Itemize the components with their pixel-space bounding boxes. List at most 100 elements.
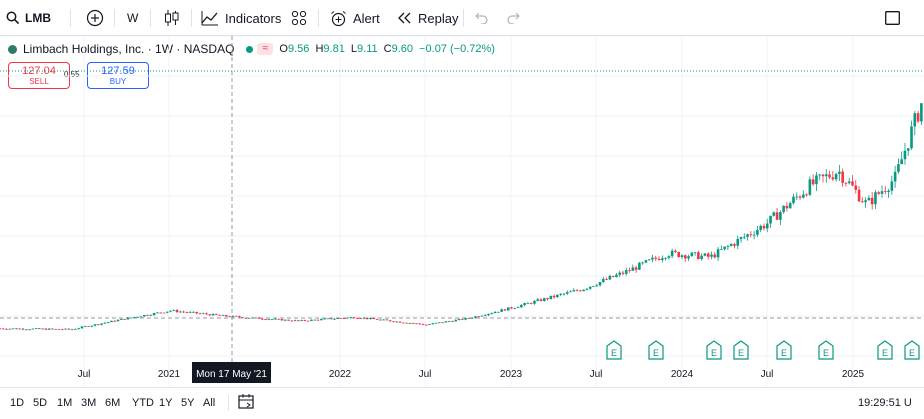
candle [464,317,467,321]
redo-button[interactable] [506,0,520,36]
range-button-1d[interactable]: 1D [10,397,25,409]
range-button-5d[interactable]: 5D [33,397,48,409]
candle [539,298,543,302]
candle [215,313,218,316]
candle [139,316,143,318]
candle [769,215,772,228]
replay-button[interactable]: Replay [397,0,458,36]
earnings-marker[interactable]: E [648,340,664,360]
earnings-marker[interactable]: E [877,340,893,360]
candle [54,328,58,330]
low-value: 9.11 [357,43,378,55]
candle [677,251,681,258]
candle [785,202,789,212]
candle [34,327,38,330]
candle [123,318,126,320]
candle [408,322,412,324]
candle [533,300,536,305]
x-axis-label: 2024 [671,369,694,380]
earnings-marker[interactable]: E [606,340,622,360]
candle [821,174,825,183]
candle [205,312,208,316]
x-axis-label: Jul [590,369,603,380]
goto-date-button[interactable] [238,393,255,415]
candle [503,309,507,311]
redo-icon [507,12,520,24]
range-button-1y[interactable]: 1Y [159,397,173,409]
candle [559,292,562,297]
candle [775,208,779,220]
candle [352,316,356,319]
candle [405,322,408,324]
candle [765,218,769,233]
candle [251,317,254,319]
candle [60,328,64,331]
chart-legend: Limbach Holdings, Inc. · 1W · NASDAQ ≈ O… [8,39,495,59]
earnings-marker[interactable]: E [818,340,834,360]
x-axis-labels: Jul 2021 2022 Jul 2023 Jul 2024 Jul 2025 [78,369,865,380]
interval-button[interactable]: W [127,0,138,36]
candle [615,273,618,278]
compare-button[interactable] [86,0,104,36]
svg-text:E: E [711,348,717,358]
candle [113,320,117,322]
candle [713,251,717,259]
candle [670,248,674,259]
candle [434,322,438,324]
symbol-logo-icon [8,44,17,54]
svg-text:E: E [738,348,744,358]
alert-button[interactable]: Alert [330,0,380,36]
candle [385,319,389,321]
candle [297,320,300,322]
candle [841,168,844,187]
candle [401,322,405,324]
candle [549,295,553,300]
candle [11,328,15,330]
earnings-marker[interactable]: E [904,340,920,360]
candle [595,283,599,287]
symbol-search-button[interactable]: LMB [6,0,51,36]
candle [516,306,520,308]
candle [287,319,290,321]
candle [690,251,694,257]
candle [283,319,287,322]
range-button-all[interactable]: All [203,397,216,409]
range-button-1m[interactable]: 1M [57,397,73,409]
candle [185,311,189,314]
candle [857,185,861,203]
candle [126,316,130,320]
earnings-marker[interactable]: E [776,340,792,360]
templates-button[interactable] [291,0,307,36]
waves-badge-icon: ≈ [257,43,274,55]
fullscreen-button[interactable] [885,0,900,36]
candle [733,242,736,249]
candle [736,235,740,249]
price-chart[interactable]: E E E E E E E E Jul 2021 2022 Jul 2023 Jul 2024 Jul 202… [0,36,924,386]
range-button-6m[interactable]: 6M [105,397,121,409]
range-button-5y[interactable]: 5Y [181,397,195,409]
candle [146,314,149,316]
earnings-marker[interactable]: E [706,340,722,360]
candle [779,210,782,226]
divider [191,9,192,27]
candle [703,252,707,257]
candle [320,318,323,321]
range-button-3m[interactable]: 3M [81,397,97,409]
clock-time[interactable]: 19:29:51 U [858,397,912,409]
range-button-ytd[interactable]: YTD [132,397,154,409]
buy-label: BUY [109,76,127,86]
candle [182,310,185,313]
candle [798,195,802,201]
open-value: 9.56 [287,43,310,55]
undo-button[interactable] [475,0,489,36]
x-axis-label: 2022 [329,369,352,380]
indicators-button[interactable]: Indicators [201,0,281,36]
fullscreen-icon [885,11,900,25]
candle [588,286,592,291]
candle [93,324,97,327]
chart-type-button[interactable] [164,0,180,36]
candle [510,306,513,310]
earnings-marker[interactable]: E [733,340,749,360]
candle [729,242,733,247]
